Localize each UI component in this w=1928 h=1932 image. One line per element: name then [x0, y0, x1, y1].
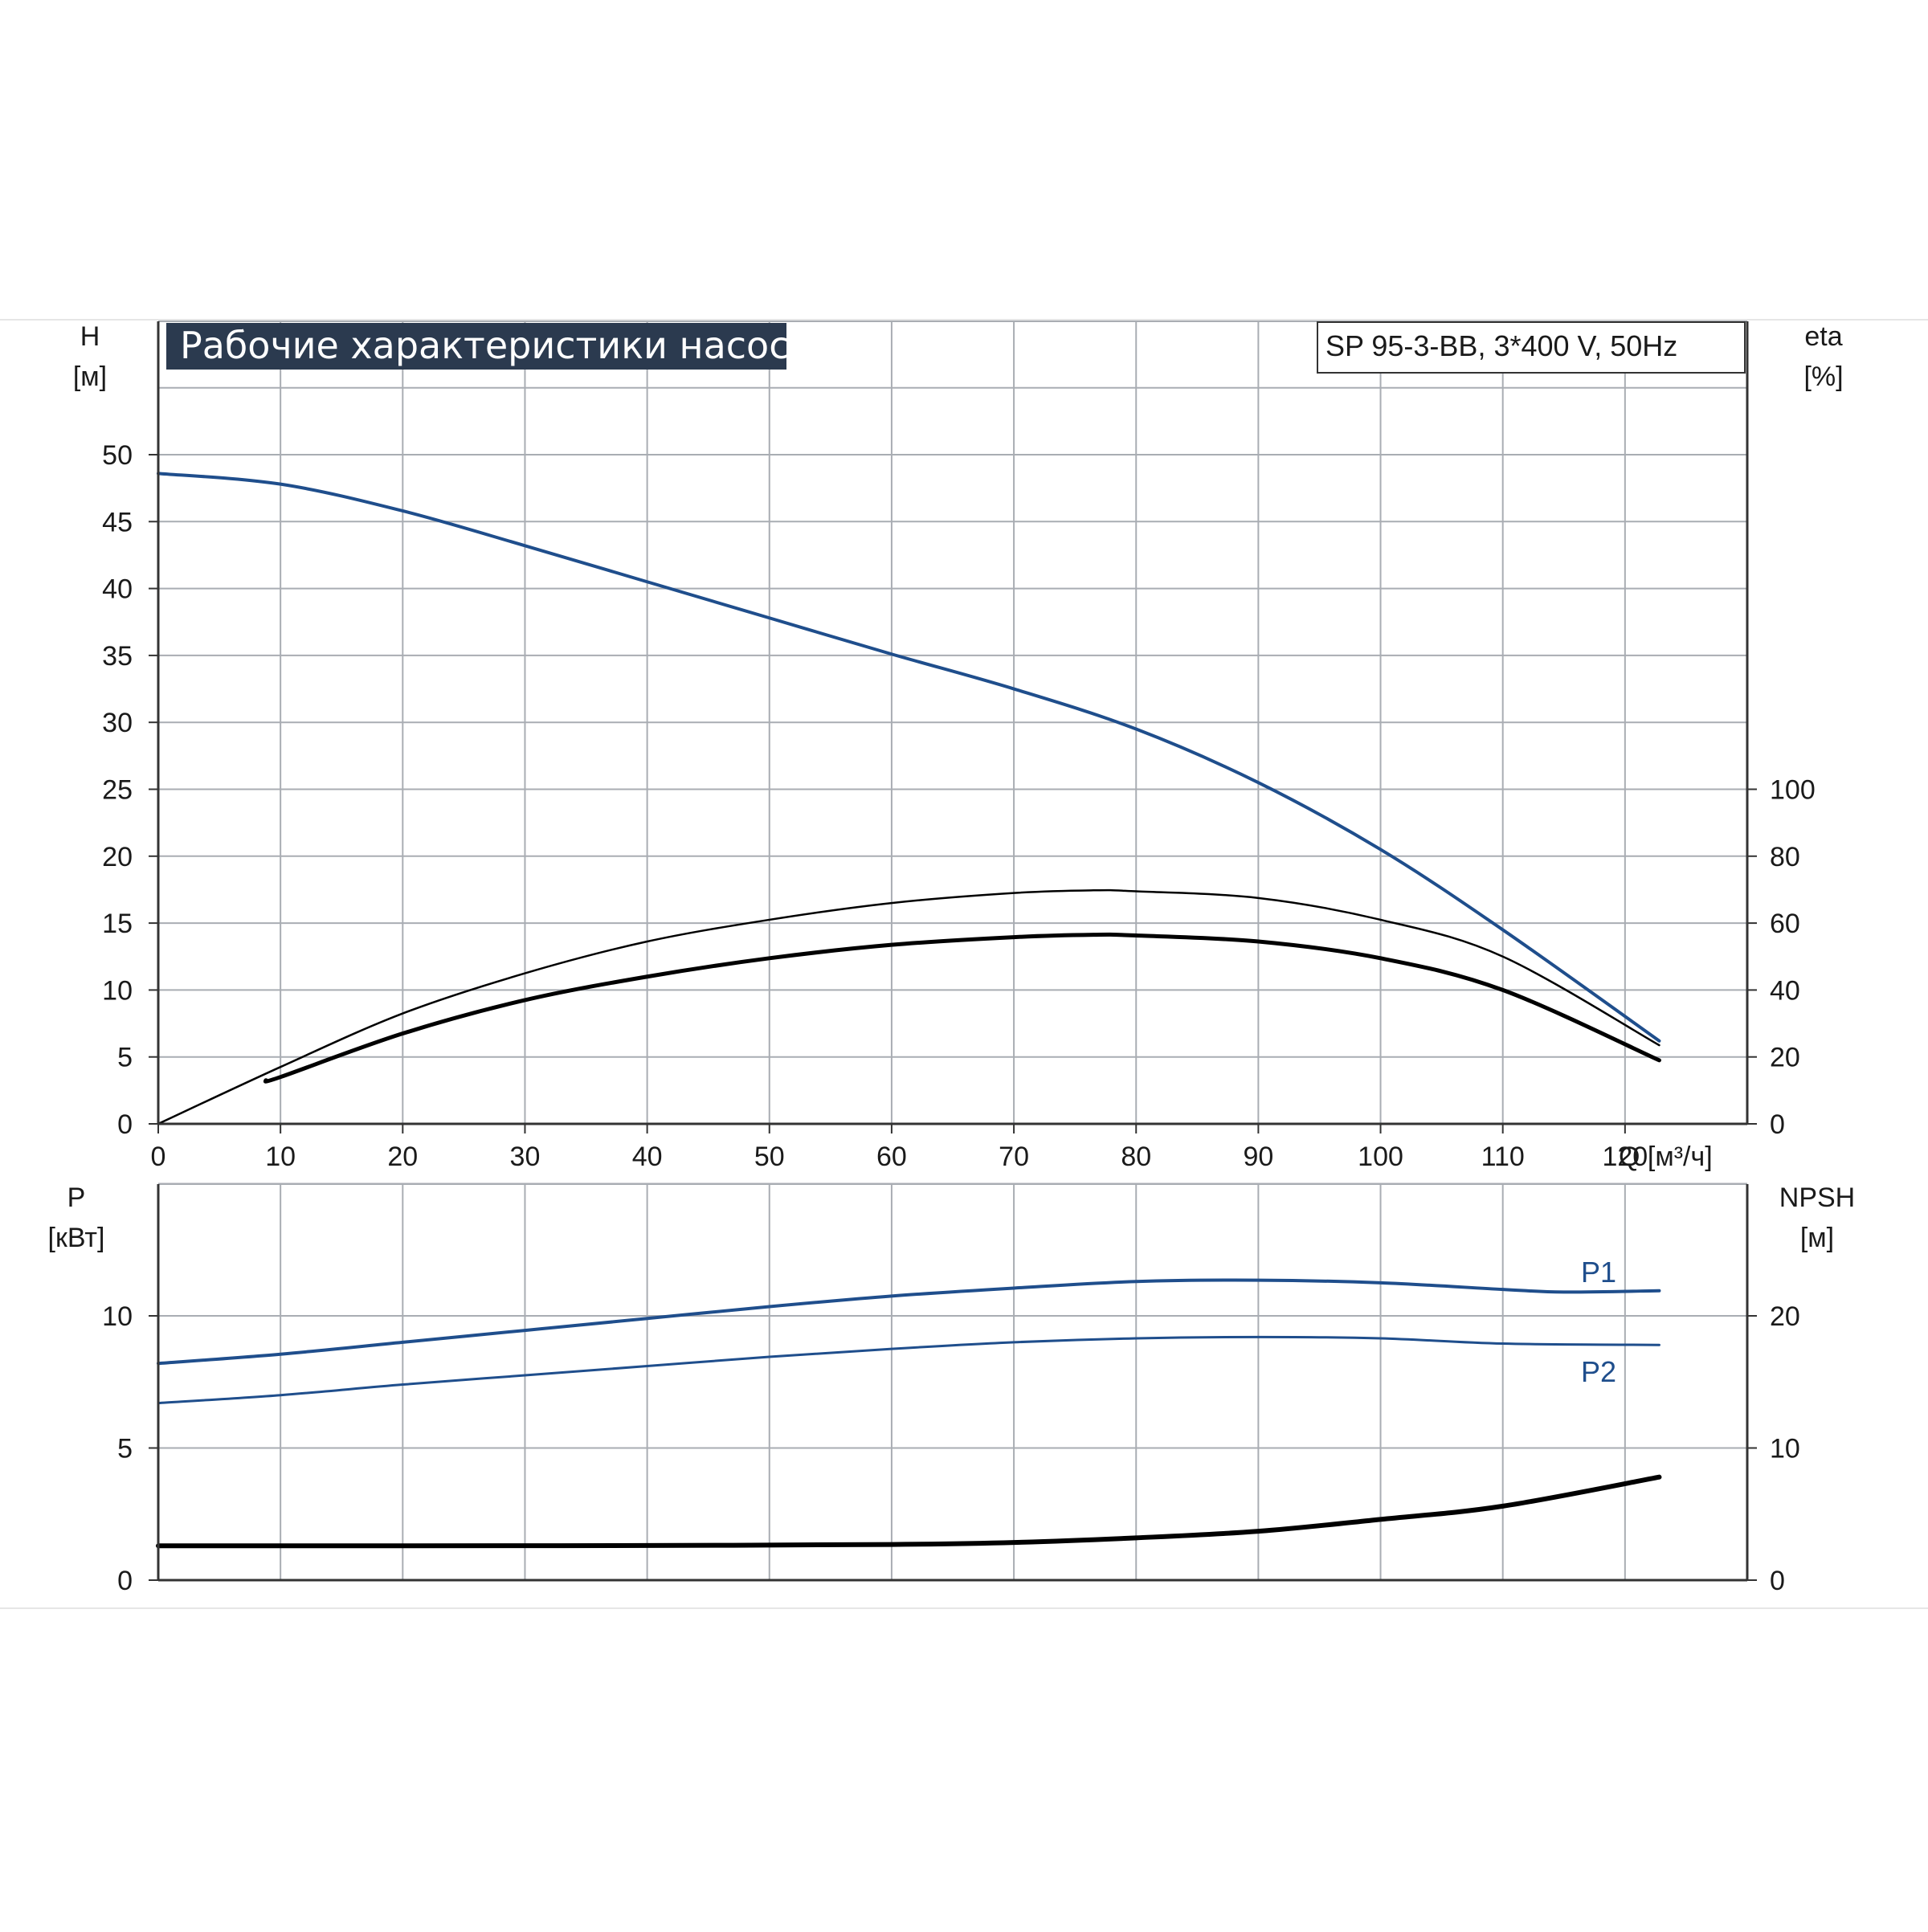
bottom-right-axis-label: [м]	[1800, 1223, 1834, 1253]
bottom-y2tick-label: 10	[1770, 1434, 1800, 1464]
series-label-p1: P1	[1581, 1256, 1616, 1289]
xtick-label: 90	[1243, 1142, 1273, 1172]
top-y2tick-label: 0	[1770, 1109, 1785, 1140]
top-y2tick-label: 80	[1770, 842, 1800, 872]
bottom-series-line-1	[157, 1335, 1660, 1405]
series-label-p2: P2	[1581, 1355, 1616, 1388]
xtick-label: 120	[1602, 1142, 1648, 1172]
bottom-ytick-label: 10	[102, 1301, 133, 1332]
top-ytick-label: 15	[102, 909, 133, 939]
top-y2tick-label: 40	[1770, 975, 1800, 1006]
bottom-left-axis-label: P	[67, 1182, 86, 1213]
top-ytick-label: 35	[102, 641, 133, 672]
model-box	[1317, 321, 1746, 374]
bottom-series-line-0	[157, 1278, 1661, 1366]
curves	[156, 472, 1662, 1549]
top-series-line-0	[157, 472, 1661, 1043]
xtick-label: 40	[632, 1142, 663, 1172]
top-ytick-label: 25	[102, 775, 133, 806]
xtick-label: 100	[1358, 1142, 1403, 1172]
x-axis-label: Q [м³/ч]	[1619, 1142, 1713, 1172]
top-ytick-label: 20	[102, 842, 133, 872]
xtick-label: 60	[876, 1142, 907, 1172]
top-series-line-1	[157, 888, 1660, 1125]
top-y2tick-label: 100	[1770, 775, 1816, 806]
top-ytick-label: 30	[102, 708, 133, 738]
top-ytick-label: 10	[102, 975, 133, 1006]
top-ytick-label: 0	[117, 1109, 133, 1140]
top-grid	[158, 321, 1748, 1124]
top-left-axis-label: [м]	[73, 361, 107, 392]
bottom-y2tick-label: 0	[1770, 1566, 1785, 1596]
top-left-axis-label: H	[80, 321, 100, 352]
top-right-axis-label: [%]	[1803, 361, 1843, 392]
top-ytick-label: 40	[102, 574, 133, 605]
xtick-label: 80	[1121, 1142, 1151, 1172]
top-y2tick-label: 20	[1770, 1043, 1800, 1073]
bottom-y2tick-label: 20	[1770, 1301, 1800, 1332]
xtick-label: 0	[151, 1142, 166, 1172]
bottom-ytick-label: 0	[117, 1566, 133, 1596]
chart-title: Рабочие характеристики насоса	[180, 324, 812, 367]
top-ytick-label: 5	[117, 1043, 133, 1073]
bottom-ytick-label: 5	[117, 1434, 133, 1464]
xtick-label: 30	[510, 1142, 541, 1172]
xtick-label: 110	[1481, 1142, 1525, 1172]
top-ytick-label: 45	[102, 507, 133, 537]
xtick-label: 70	[999, 1142, 1029, 1172]
bottom-left-axis-label: [кВт]	[48, 1223, 105, 1253]
bottom-right-axis-label: NPSH	[1779, 1182, 1855, 1213]
top-series-line-2	[263, 932, 1661, 1084]
top-y2tick-label: 60	[1770, 909, 1800, 939]
title-banner	[166, 323, 786, 370]
xtick-label: 20	[387, 1142, 418, 1172]
model-label: SP 95-3-BB, 3*400 V, 50Hz	[1326, 329, 1677, 362]
top-right-axis-label: eta	[1804, 321, 1842, 352]
top-ytick-label: 50	[102, 440, 133, 471]
xtick-label: 10	[265, 1142, 296, 1172]
bottom-grid	[158, 1182, 1748, 1580]
axes	[149, 321, 1757, 1582]
bottom-series-line-2	[156, 1474, 1662, 1549]
xtick-label: 50	[754, 1142, 785, 1172]
